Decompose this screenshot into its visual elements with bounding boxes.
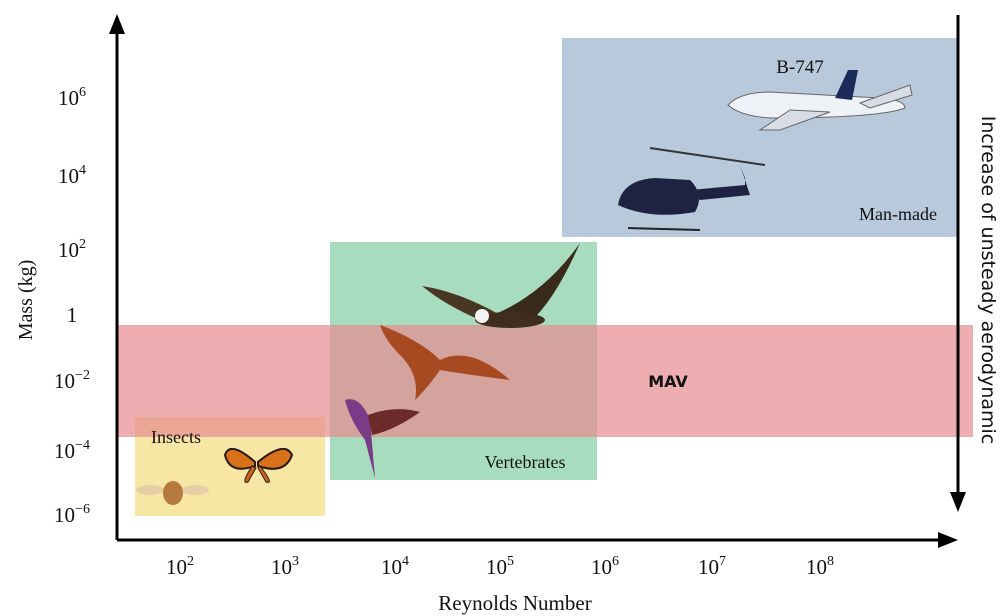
region-label: MAV — [648, 372, 688, 391]
hummingbird — [345, 399, 420, 478]
tick-label: 10−4 — [54, 438, 90, 463]
tick-label: 1 — [67, 303, 78, 327]
tick-exponent: −4 — [75, 438, 90, 453]
mav-region — [118, 325, 973, 437]
y-axis-label: Mass (kg) — [15, 260, 37, 341]
tick-base: 10 — [58, 238, 79, 262]
tick-label: 10−2 — [54, 368, 90, 393]
tick-exponent: 6 — [612, 554, 619, 569]
tick-exponent: 2 — [79, 237, 86, 252]
right-label: Increase of unsteady aerodynamic — [977, 116, 999, 444]
tick-base: 10 — [58, 86, 79, 110]
tick-exponent: 7 — [719, 554, 726, 569]
tick-base: 10 — [166, 555, 187, 579]
tick-base: 10 — [58, 164, 79, 188]
bat — [380, 325, 510, 400]
region-label: Man-made — [859, 204, 937, 224]
x-arrow — [938, 532, 958, 548]
fly — [136, 481, 209, 505]
tick-base: 10 — [54, 369, 75, 393]
tick-exponent: 4 — [79, 163, 86, 178]
tick-exponent: 4 — [402, 554, 409, 569]
tick-exponent: 6 — [79, 85, 86, 100]
tick-exponent: 3 — [292, 554, 299, 569]
right-arrow-head — [950, 492, 966, 512]
tick-exponent: 5 — [507, 554, 514, 569]
tick-base: 10 — [54, 503, 75, 527]
region-sublabel: B-747 — [776, 57, 824, 78]
y-arrow — [109, 14, 125, 34]
tick-base: 10 — [381, 555, 402, 579]
tick-base: 10 — [486, 555, 507, 579]
tick-label: 102 — [166, 554, 194, 579]
tick-base: 10 — [591, 555, 612, 579]
tick-label: 104 — [58, 163, 86, 188]
tick-label: 102 — [58, 237, 86, 262]
tick-base: 1 — [67, 303, 78, 327]
tick-exponent: 8 — [827, 554, 834, 569]
tick-base: 10 — [806, 555, 827, 579]
tick-label: 10−6 — [54, 502, 90, 527]
tick-label: 106 — [591, 554, 619, 579]
helicopter — [618, 147, 766, 231]
airplane — [727, 70, 913, 131]
tick-exponent: 2 — [187, 554, 194, 569]
tick-label: 103 — [271, 554, 299, 579]
tick-base: 10 — [271, 555, 292, 579]
tick-exponent: −6 — [75, 502, 90, 517]
tick-label: 106 — [58, 85, 86, 110]
tick-label: 104 — [381, 554, 409, 579]
eagle — [422, 243, 580, 328]
tick-base: 10 — [54, 439, 75, 463]
tick-label: 107 — [698, 554, 726, 579]
region-label: Vertebrates — [485, 452, 566, 472]
tick-base: 10 — [698, 555, 719, 579]
butterfly — [223, 447, 294, 483]
tick-label: 105 — [486, 554, 514, 579]
tick-label: 108 — [806, 554, 834, 579]
tick-exponent: −2 — [75, 368, 90, 383]
x-axis-label: Reynolds Number — [438, 591, 591, 615]
region-label: Insects — [151, 427, 201, 447]
